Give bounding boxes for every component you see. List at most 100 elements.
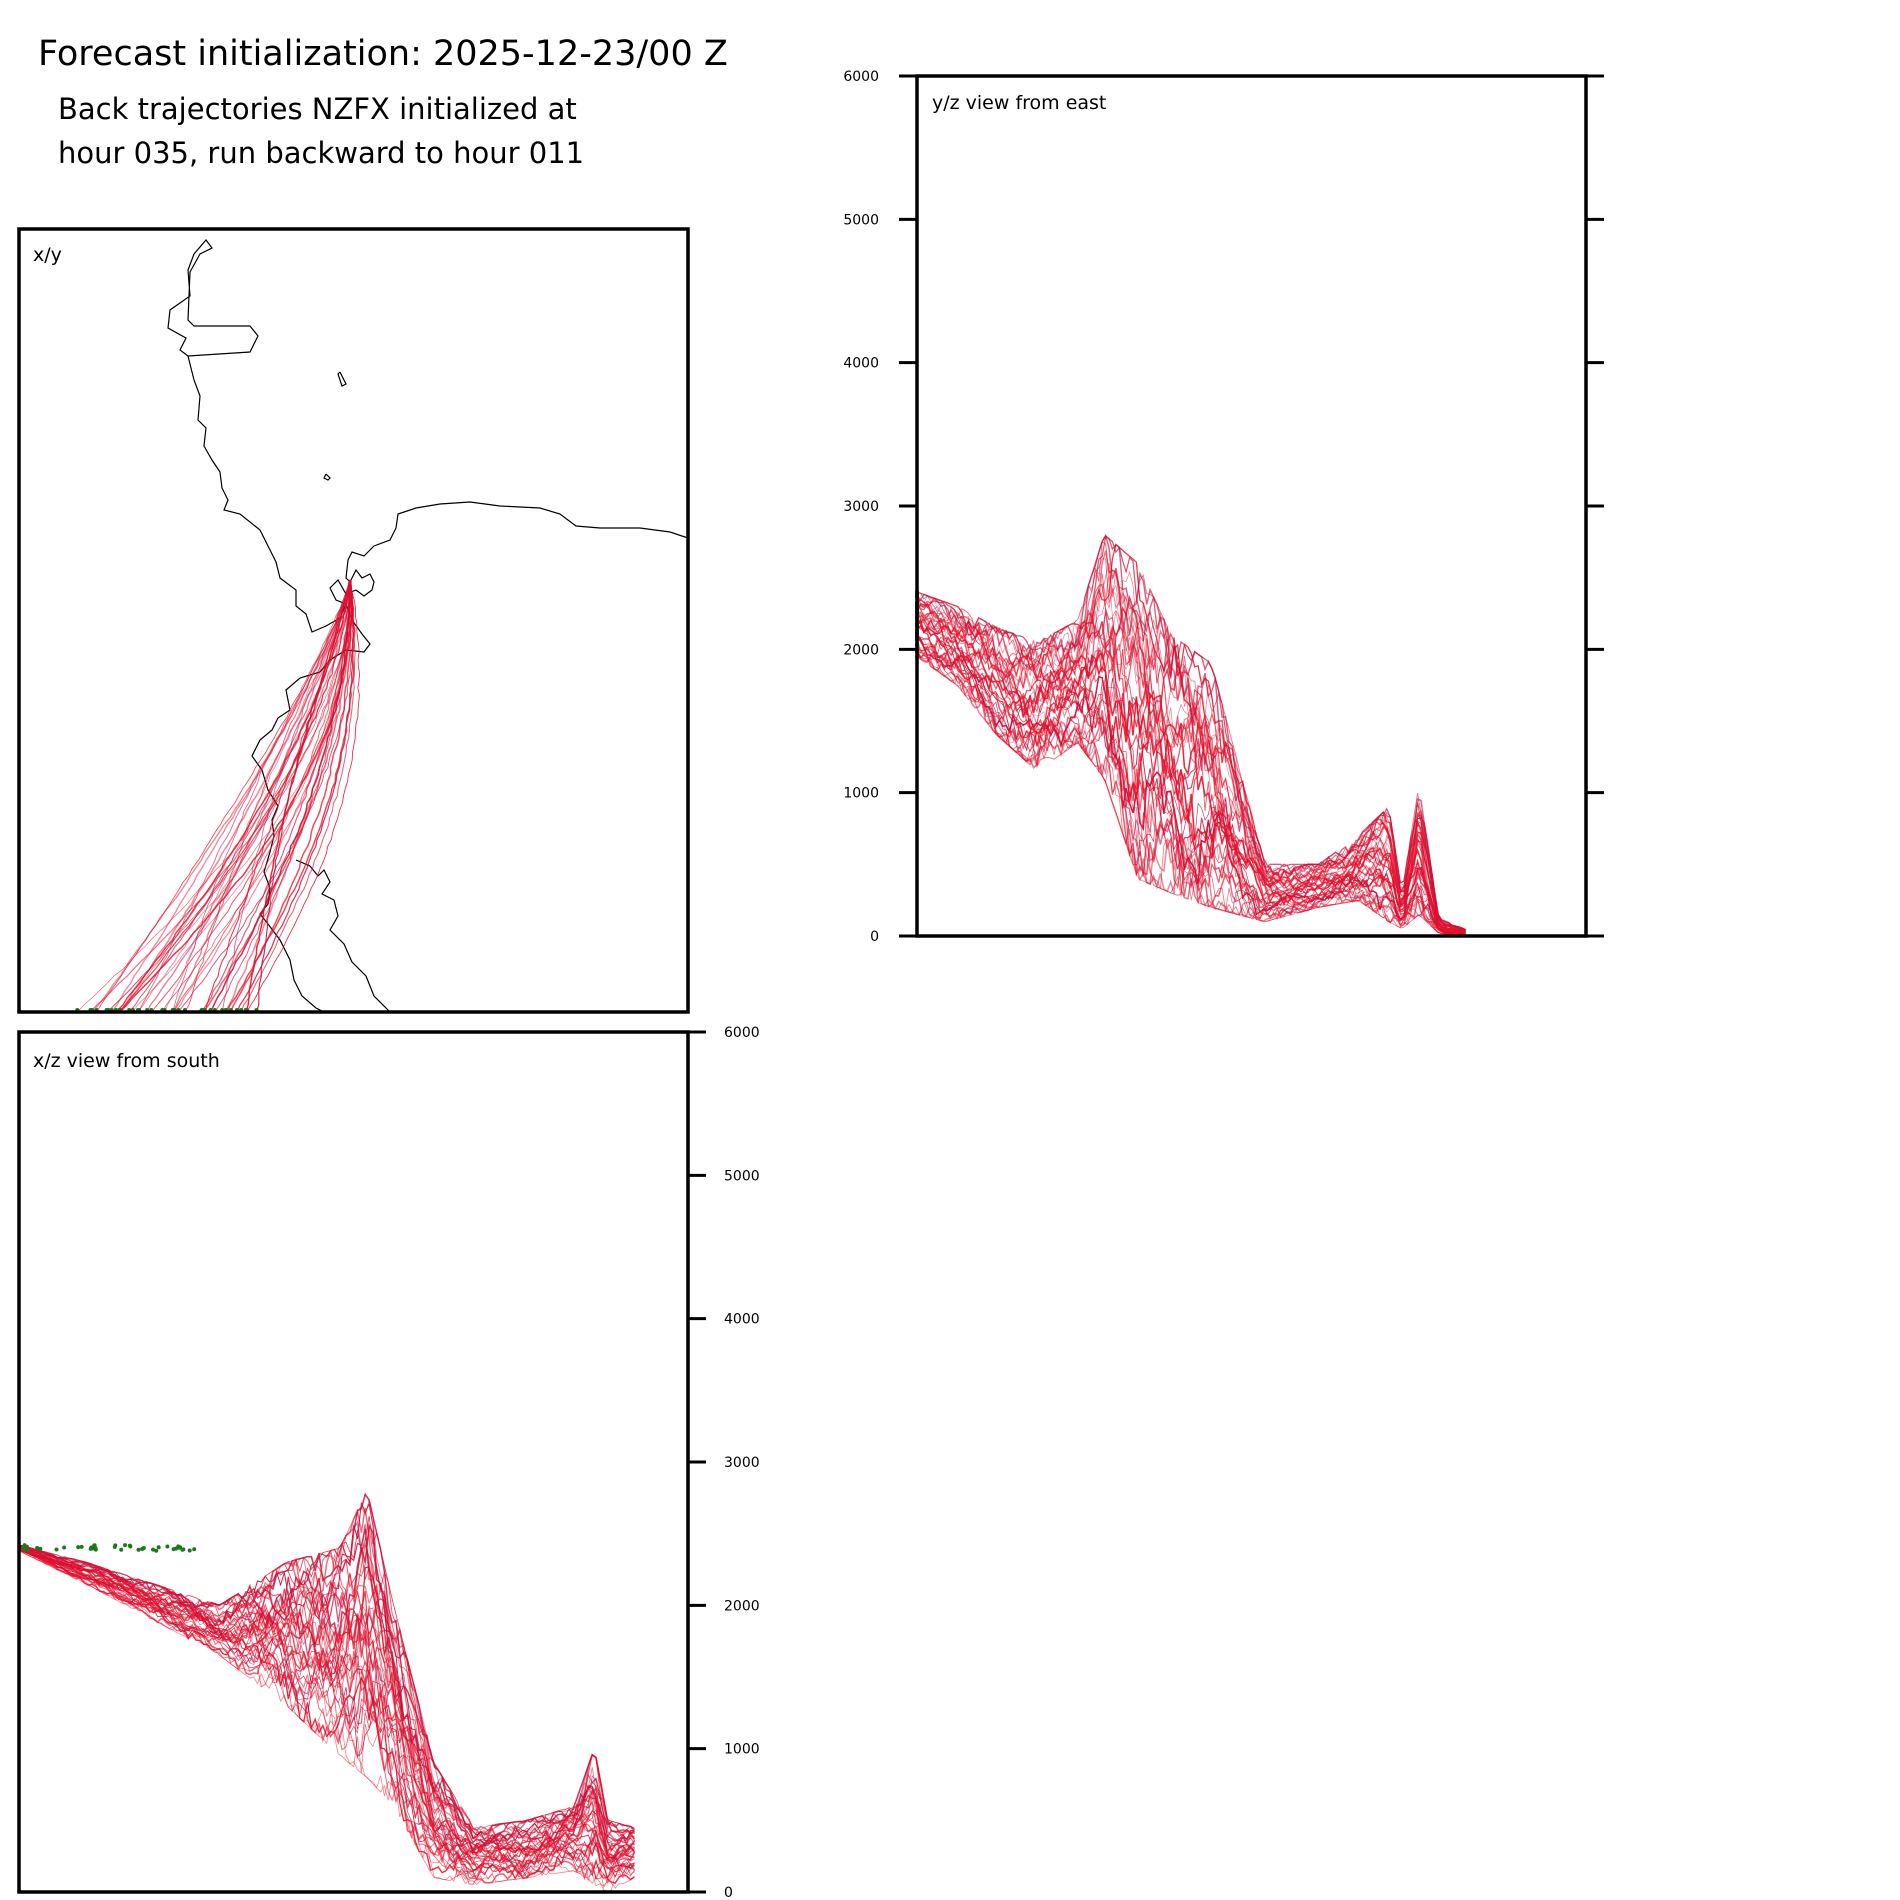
xz-trajectory-27 [18,1545,636,1846]
xz-trajectory-31 [18,1549,635,1879]
xz-start-marker-8 [54,1547,59,1552]
xz-start-marker-31 [180,1547,185,1552]
xz-start-marker-25 [136,1547,141,1552]
xz-start-marker-26 [174,1546,179,1551]
xy-trajectory-23 [91,579,352,1013]
yz-trajectory-15 [916,615,1466,933]
xy-trajectory-30 [174,579,352,1013]
xz-trajectory-7 [19,1520,635,1845]
xz-start-marker-13 [76,1545,81,1550]
xz-start-marker-18 [154,1548,159,1553]
yz-trajectory-40 [916,607,1466,932]
xz-start-marker-40 [92,1543,97,1548]
xz-start-marker-38 [141,1546,146,1551]
xy-trajectory-22 [128,579,352,1013]
xz-start-marker-37 [79,1544,84,1549]
xz-trajectory-20 [18,1548,635,1885]
xz-trajectory-19 [18,1549,635,1876]
xy-trajectory-39 [96,579,350,1013]
xz-panel-label: x/z view from south [33,1050,220,1072]
yz-ytick-label-0: 0 [870,929,879,945]
xz-start-marker-27 [127,1543,132,1548]
yz-trajectory-32 [916,644,1466,936]
xz-trajectory-26 [18,1548,635,1870]
yz-trajectory-26 [916,583,1466,932]
xz-start-marker-15 [93,1547,98,1552]
yz-trajectory-39 [916,648,1466,937]
yz-trajectory-7 [916,533,1466,931]
xy-trajectory-3 [77,579,351,1013]
xy-trajectory-21 [119,579,351,1013]
xz-trajectory-40 [18,1528,635,1844]
xz-start-marker-29 [192,1547,197,1552]
xz-start-marker-34 [156,1545,161,1550]
xz-start-marker-32 [38,1546,43,1551]
xz-trajectory-37 [18,1502,635,1843]
xy-trajectory-7 [146,579,351,1013]
xy-trajectory-31 [236,579,355,1013]
xz-ytick-label-0: 0 [724,1885,733,1900]
xy-trajectory-10 [172,579,351,1013]
xz-start-marker-22 [123,1543,128,1548]
xy-trajectory-34 [108,579,352,1013]
xz-trajectory-32 [18,1548,635,1873]
xz-trajectory-29 [18,1548,635,1881]
xz-start-marker-30 [35,1545,40,1550]
xy-trajectory-26 [118,579,352,1013]
xz-ytick-label-3000: 3000 [724,1455,760,1471]
figure-subtitle-line1: Back trajectories NZFX initialized at [58,92,577,126]
yz-panel-label: y/z view from east [932,92,1107,114]
figure-subtitle-line2: hour 035, run backward to hour 011 [58,136,585,170]
xz-start-marker-39 [22,1544,27,1549]
yz-trajectory-24 [916,635,1466,934]
yz-trajectory-10 [916,633,1466,934]
yz-ytick-label-1000: 1000 [843,786,879,802]
island-1 [337,371,347,387]
figure-title: Forecast initialization: 2025-12-23/00 Z [38,34,728,74]
xy-frame [17,227,690,1014]
xz-trajectory-23 [18,1549,635,1893]
xz-start-marker-23 [119,1547,124,1552]
xz-start-marker-35 [187,1548,192,1553]
xz-trajectory-33 [18,1507,636,1840]
xy-trajectory-29 [119,579,353,1013]
xz-start-marker-28 [113,1543,118,1548]
xz-start-marker-19 [151,1547,156,1552]
xz-ytick-label-6000: 6000 [724,1025,760,1041]
coastline-southeast [295,859,391,1013]
yz-ytick-label-6000: 6000 [843,69,879,85]
xy-panel-label: x/y [33,244,62,266]
xy-trajectory-17 [246,579,361,1013]
yz-ytick-label-4000: 4000 [843,356,879,372]
xz-ytick-label-4000: 4000 [724,1312,760,1328]
xz-start-marker-14 [24,1547,29,1552]
yz-trajectory-29 [916,620,1466,933]
xz-start-marker-21 [62,1545,67,1550]
xy-trajectory-18 [111,579,351,1013]
xz-trajectory-36 [18,1548,635,1868]
xz-trajectory-25 [18,1549,635,1872]
xy-trajectory-38 [202,579,353,1013]
xy-trajectory-6 [240,579,356,1013]
xz-trajectory-38 [18,1544,635,1853]
xz-trajectory-8 [18,1548,635,1884]
yz-trajectory-35 [916,650,1466,937]
yz-trajectory-22 [916,558,1466,930]
xz-ytick-label-1000: 1000 [724,1742,760,1758]
yz-trajectory-33 [916,636,1466,935]
xz-trajectory-39 [18,1545,635,1856]
xy-trajectory-37 [255,579,350,1013]
xy-trajectory-24 [115,579,351,1013]
xz-frame [17,1030,690,1894]
xz-ytick-label-2000: 2000 [724,1598,760,1614]
xz-trajectory-35 [18,1550,635,1889]
xy-trajectory-32 [106,579,353,1013]
xy-trajectory-25 [221,579,350,1013]
xz-start-marker-24 [90,1546,95,1551]
xy-trajectory-40 [209,579,352,1013]
yz-trajectory-17 [916,573,1466,931]
yz-trajectory-23 [916,562,1466,931]
island-2 [323,473,331,481]
xz-trajectory-9 [18,1546,635,1870]
